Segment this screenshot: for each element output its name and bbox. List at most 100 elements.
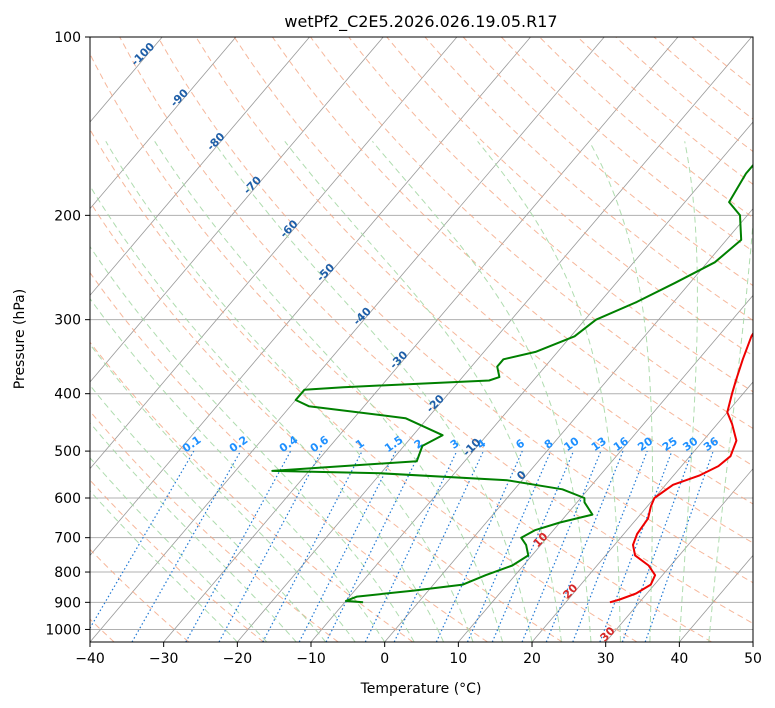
isotherm-line — [679, 554, 753, 642]
mixing-ratio-line — [131, 450, 242, 642]
isotherm-line — [531, 381, 753, 642]
mixing-ratio-line — [393, 450, 484, 642]
x-axis: −40 −30 −20 −10 0 10 20 30 40 50 — [75, 642, 762, 667]
y-tick-label: 900 — [54, 595, 81, 611]
mixing-ratio-line — [435, 450, 523, 642]
x-tick-label: 0 — [380, 651, 389, 667]
x-tick-label: −10 — [296, 651, 326, 667]
isotherm-label: 40 — [640, 661, 660, 681]
moist-adiabat-line — [678, 141, 698, 642]
x-tick-label: 40 — [670, 651, 688, 667]
moist-adiabat-line — [588, 141, 654, 642]
isotherm-line — [90, 37, 310, 296]
y-tick-label: 200 — [54, 208, 81, 224]
mixing-ratio-label: 0.6 — [308, 433, 332, 455]
isotherm-label: -40 — [351, 305, 374, 328]
mixing-ratio-line — [90, 450, 195, 630]
isotherm-line — [605, 468, 753, 642]
isotherm-label: -50 — [314, 261, 337, 284]
moist-adiabat-line — [90, 185, 445, 642]
dry-adiabat-line — [348, 37, 753, 393]
dry-adiabat-line — [90, 479, 264, 642]
isotherm-label: 10 — [531, 530, 551, 550]
y-tick-label: 400 — [54, 387, 81, 403]
dry-adiabat-line — [195, 37, 753, 544]
y-tick-label: 800 — [54, 565, 81, 581]
mixing-ratio-line — [599, 450, 673, 642]
mixing-ratio-line — [325, 450, 422, 642]
moist-adiabat-line — [90, 422, 297, 642]
temperature-profile-line — [609, 331, 753, 604]
mixing-ratio-label: 6 — [513, 437, 527, 452]
isotherm-line — [752, 641, 753, 642]
isotherm-label: -30 — [387, 348, 410, 371]
dry-adiabat-line — [462, 37, 753, 287]
moist-adiabat-line — [90, 245, 415, 642]
chart-title: wetPf2_C2E5.2026.026.19.05.R17 — [284, 12, 557, 32]
dry-adiabat-line — [310, 37, 753, 430]
isotherm-line — [237, 37, 752, 642]
dry-adiabat-line — [691, 37, 753, 88]
isotherm-line — [90, 37, 384, 383]
mixing-ratio-line — [185, 450, 292, 642]
dry-adiabat-line — [90, 52, 712, 642]
dry-adiabat-line — [90, 410, 339, 642]
y-axis-title: Pressure (hPa) — [12, 289, 28, 389]
isotherm-line — [384, 208, 753, 642]
isotherm-label: -100 — [129, 40, 158, 69]
y-tick-label: 1000 — [45, 622, 81, 638]
x-tick-label: −20 — [223, 651, 253, 667]
dry-adiabat-line — [90, 271, 488, 642]
dewpoint-profile-line — [271, 163, 753, 604]
moist-adiabat-line — [90, 343, 356, 642]
dry-adiabat-line — [577, 37, 753, 185]
mixing-ratio-line — [491, 450, 575, 642]
mixing-ratio-line — [521, 450, 602, 642]
mixing-ratio-label: 0.4 — [277, 433, 301, 455]
dry-adiabat-line — [119, 37, 753, 624]
isotherm-line — [90, 37, 531, 556]
mixing-ratio-line — [572, 450, 648, 642]
x-tick-label: 10 — [449, 651, 467, 667]
mixing-ratio-label: 2 — [412, 437, 426, 452]
mixing-ratio-label: 0.1 — [180, 433, 203, 455]
mixing-ratio-line — [262, 450, 363, 642]
mixing-ratio-line — [298, 450, 397, 642]
dry-adiabat-line — [90, 201, 563, 642]
y-tick-label: 700 — [54, 531, 81, 547]
isotherm-label: 20 — [560, 581, 580, 601]
moist-adiabat-line — [708, 216, 753, 642]
mixing-ratio-label: 1.5 — [382, 433, 405, 455]
isotherm-line — [90, 37, 605, 642]
moist-adiabat-line — [212, 141, 533, 642]
x-tick-label: 50 — [744, 651, 762, 667]
isotherm-line — [310, 121, 753, 642]
y-tick-label: 500 — [54, 444, 81, 460]
mixing-ratio-line — [218, 450, 323, 642]
moist-adiabat-line — [154, 141, 504, 642]
mixing-ratio-line — [466, 450, 552, 642]
x-tick-label: 30 — [597, 651, 615, 667]
mixing-ratio-label: 8 — [542, 437, 556, 452]
isotherm-line — [90, 37, 237, 210]
x-tick-label: 20 — [523, 651, 541, 667]
moist-adiabat-line — [372, 140, 592, 642]
moist-adiabat-line — [90, 490, 238, 642]
plot-frame — [89, 36, 754, 643]
isotherm-label: -60 — [277, 217, 300, 240]
isotherm-line — [90, 37, 458, 470]
dry-adiabat-line — [90, 341, 414, 642]
isotherm-line — [163, 37, 679, 642]
dry-adiabat-line — [90, 548, 190, 642]
y-tick-label: 100 — [54, 30, 81, 46]
isotherm-label: -90 — [168, 86, 191, 109]
isotherm-label: -70 — [241, 173, 264, 196]
x-axis-title: Temperature (°C) — [360, 681, 482, 697]
y-axis: 100 200 300 400 500 600 700 800 900 1000 — [45, 30, 90, 638]
moist-adiabat-line — [90, 457, 268, 642]
mixing-ratio-line — [364, 450, 458, 642]
dry-adiabat-line — [157, 37, 753, 584]
y-tick-label: 600 — [54, 491, 81, 507]
moist-adiabat-line — [90, 384, 327, 642]
